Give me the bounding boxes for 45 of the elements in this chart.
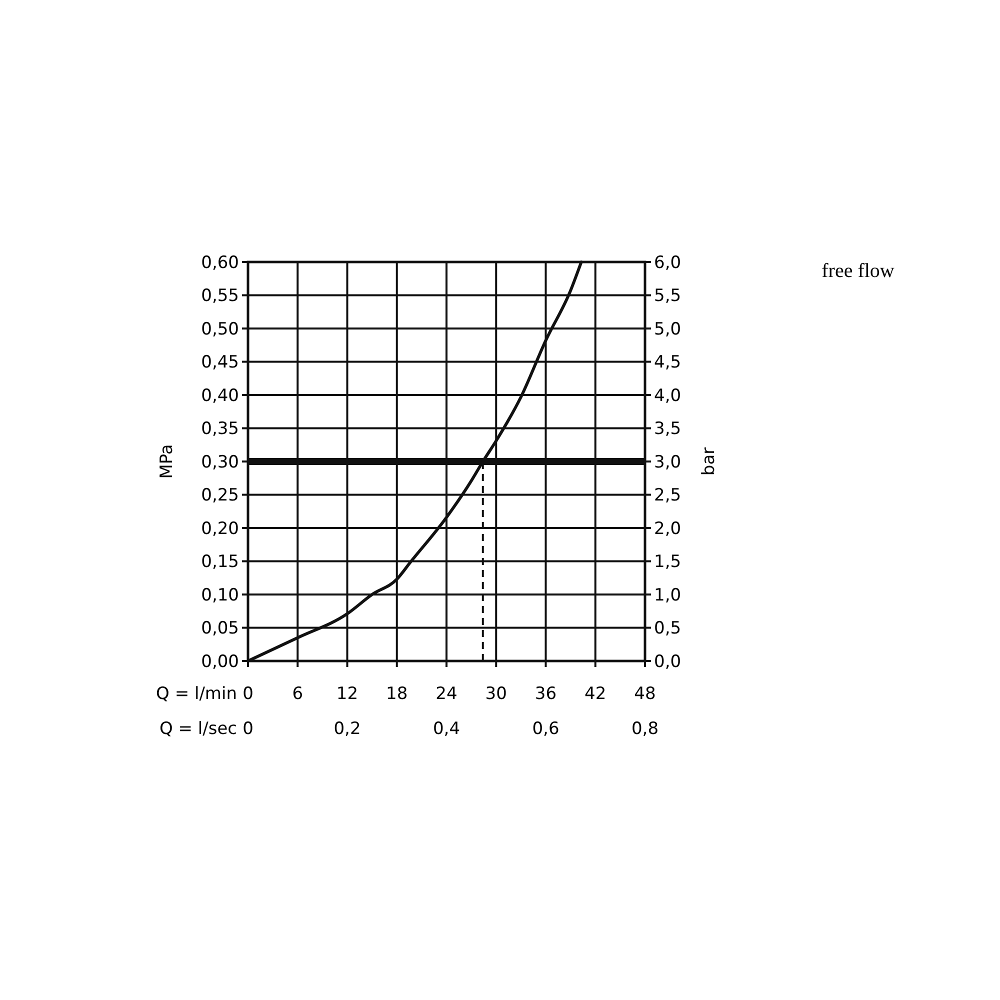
y2-tick-label: 5,5: [654, 286, 682, 306]
x-tick-label: 24: [436, 684, 458, 704]
y2-tick-label: 6,0: [654, 252, 682, 273]
y-tick-label: 0,10: [201, 585, 239, 606]
y2-tick-label: 3,5: [654, 419, 682, 440]
x2-tick-label: 0,6: [532, 718, 560, 739]
y2-tick-label: 2,0: [654, 518, 682, 539]
y-tick-label: 0,05: [201, 618, 239, 639]
x-tick-label: 12: [336, 684, 358, 704]
x2-tick-label: 0: [242, 718, 254, 739]
y2-tick-label: 2,5: [654, 486, 682, 506]
y-tick-label: 0,15: [201, 552, 239, 572]
y2-tick-label: 3,0: [654, 452, 682, 472]
y-tick-label: 0,50: [201, 319, 239, 340]
y2-tick-label: 0,5: [654, 618, 682, 639]
x-tick-label: 42: [584, 684, 606, 704]
y2-tick-label: 1,5: [654, 552, 682, 572]
y-tick-label: 0,30: [201, 452, 239, 472]
y2-tick-label: 0,0: [654, 652, 682, 672]
y-tick-label: 0,25: [201, 486, 239, 506]
x-tick-label: 36: [534, 684, 557, 704]
x2-tick-label: 0,4: [432, 718, 460, 739]
x-tick-label: 6: [292, 684, 304, 704]
y-tick-label: 0,35: [201, 419, 239, 440]
x2-axis-title: Q = l/sec: [159, 718, 237, 739]
x-tick-label: 0: [242, 684, 254, 704]
x-axis-title: Q = l/min: [156, 684, 237, 704]
text: free flow: [822, 260, 895, 282]
y-tick-label: 0,55: [201, 286, 239, 306]
y-tick-label: 0,00: [201, 652, 239, 672]
y-tick-label: 0,60: [201, 252, 239, 273]
y2-tick-label: 1,0: [654, 585, 682, 606]
y2-tick-label: 4,0: [654, 386, 682, 406]
y2-axis-title: bar: [699, 447, 719, 476]
y-axis-title: MPa: [157, 444, 177, 479]
y-tick-label: 0,20: [201, 518, 239, 539]
y-tick-label: 0,40: [201, 386, 239, 406]
x2-tick-label: 0,2: [334, 718, 361, 739]
y2-tick-label: 5,0: [654, 319, 682, 340]
x-tick-label: 48: [634, 684, 656, 704]
y2-tick-label: 4,5: [654, 352, 682, 373]
x-tick-label: 18: [386, 684, 408, 704]
y-tick-label: 0,45: [201, 352, 239, 373]
x2-tick-label: 0,8: [631, 718, 659, 739]
x-tick-label: 30: [485, 684, 507, 704]
